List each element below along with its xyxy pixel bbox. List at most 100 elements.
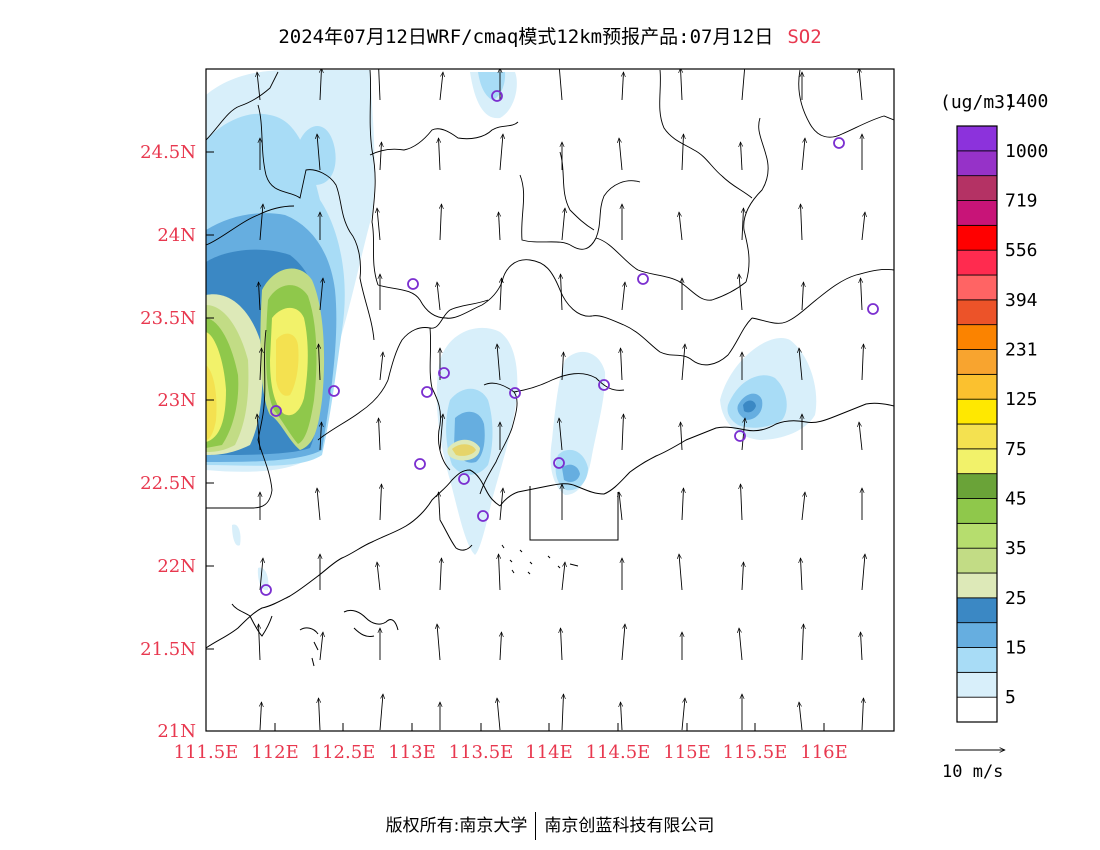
wind-arrow	[682, 134, 684, 171]
pollutant-label: SO2	[787, 26, 822, 48]
colorbar-label: 1400	[1005, 91, 1048, 112]
wind-arrow	[681, 69, 683, 101]
wind-arrow	[320, 422, 322, 451]
colorbar-swatch	[956, 299, 998, 326]
wind-arrow	[862, 344, 864, 381]
map-title: 2024年07月12日WRF/cmaq模式12km预报产品:07月12日 SO2	[0, 22, 1100, 49]
colorbar-label: 5	[1005, 687, 1016, 708]
station-marker	[833, 137, 845, 149]
wind-arrow	[801, 558, 803, 591]
footer-left: 版权所有:南京大学	[385, 816, 528, 836]
wind-arrow	[259, 204, 263, 241]
wind-arrow	[440, 558, 442, 591]
wind-arrow	[499, 134, 503, 171]
wind-arrow	[319, 698, 321, 731]
lon-tick-label: 115E	[663, 742, 711, 763]
wind-arrow	[859, 422, 863, 451]
lat-tick-label: 24N	[157, 225, 196, 246]
colorbar-swatch	[956, 597, 998, 624]
so2-concentration-shading	[206, 70, 817, 591]
station-marker	[553, 457, 565, 469]
wind-arrow	[622, 414, 624, 451]
wind-arrow	[378, 69, 381, 101]
wind-vectors	[257, 69, 865, 731]
wind-arrow	[500, 632, 502, 661]
lat-tick-label: 21.5N	[140, 639, 196, 660]
wind-arrow	[862, 698, 864, 731]
wind-arrow	[257, 414, 261, 451]
wind-arrow	[801, 204, 803, 241]
lat-tick-label: 22N	[157, 556, 196, 577]
colorbar-swatch	[956, 423, 998, 450]
wind-arrow	[257, 72, 261, 101]
wind-arrow	[260, 702, 262, 731]
colorbar-label: 25	[1005, 588, 1027, 609]
wind-arrow	[500, 278, 502, 311]
lat-tick-label: 23.5N	[140, 308, 196, 329]
lon-tick-label: 113.5E	[449, 742, 514, 763]
wind-arrow	[802, 282, 804, 311]
wind-arrow	[799, 702, 803, 731]
station-marker	[328, 385, 340, 397]
wind-arrow	[319, 632, 323, 661]
wind-arrow	[559, 418, 563, 451]
colorbar-label: 394	[1005, 290, 1038, 311]
longitude-axis: 111.5E 112E 112.5E 113E 113.5E 114E 114.5E 115E…	[174, 723, 848, 763]
colorbar-label: 15	[1005, 638, 1027, 659]
station-marker	[421, 386, 433, 398]
wind-arrow	[622, 72, 624, 101]
wind-arrow	[377, 562, 381, 591]
wind-arrow	[499, 488, 503, 521]
station-marker	[438, 367, 450, 379]
colorbar-label: 556	[1005, 240, 1038, 261]
latitude-axis: 24.5N 24N 23.5N 23N 22.5N 22N 21.5N 21N	[140, 142, 214, 742]
wind-arrow	[561, 628, 563, 661]
wind-arrow	[259, 282, 261, 311]
wind-arrow	[681, 698, 685, 731]
colorbar-swatch	[956, 671, 998, 698]
wind-arrow	[621, 282, 625, 311]
colorbar-swatch	[956, 498, 998, 524]
wind-arrow	[739, 628, 743, 661]
station-marker	[270, 405, 282, 417]
wind-arrow	[621, 348, 623, 381]
wind-arrow	[260, 348, 262, 381]
station-marker	[407, 278, 419, 290]
wind-arrow	[741, 69, 745, 101]
colorbar-label: 45	[1005, 489, 1027, 510]
wind-arrow	[379, 694, 383, 731]
wind-arrow	[379, 352, 383, 381]
station-marker	[598, 379, 610, 391]
station-marker	[509, 387, 521, 399]
lon-tick-label: 114E	[525, 742, 573, 763]
wind-arrow	[319, 278, 323, 311]
wind-arrow	[621, 702, 623, 731]
wind-arrow	[682, 488, 684, 521]
wind-arrow	[497, 698, 501, 731]
colorbar-label: 1000	[1005, 141, 1048, 162]
colorbar-label: 231	[1005, 340, 1038, 361]
colorbar-label: 35	[1005, 538, 1027, 559]
wind-arrow	[681, 422, 683, 451]
wind-arrow	[621, 624, 625, 661]
wind-arrow	[497, 344, 501, 381]
wind-arrow	[377, 208, 381, 241]
wind-arrow	[741, 418, 745, 451]
colorbar-swatch	[956, 398, 998, 425]
colorbar-swatch	[956, 125, 998, 152]
colorbar-swatch	[956, 448, 998, 475]
colorbar-swatch	[956, 150, 998, 177]
wind-arrow	[499, 554, 501, 591]
wind-arrow	[741, 142, 743, 171]
wind-arrow	[679, 554, 683, 591]
coastline	[206, 402, 894, 667]
wind-scale-label: 10 m/s	[942, 762, 1004, 782]
colorbar-swatch	[956, 622, 998, 648]
colorbar-frame	[956, 125, 998, 723]
wind-arrow	[259, 624, 261, 661]
monitoring-stations	[260, 90, 879, 596]
admin-boundaries	[206, 69, 894, 509]
wind-arrow	[799, 348, 803, 381]
wind-arrow	[801, 492, 805, 521]
lat-tick-label: 24.5N	[140, 142, 196, 163]
